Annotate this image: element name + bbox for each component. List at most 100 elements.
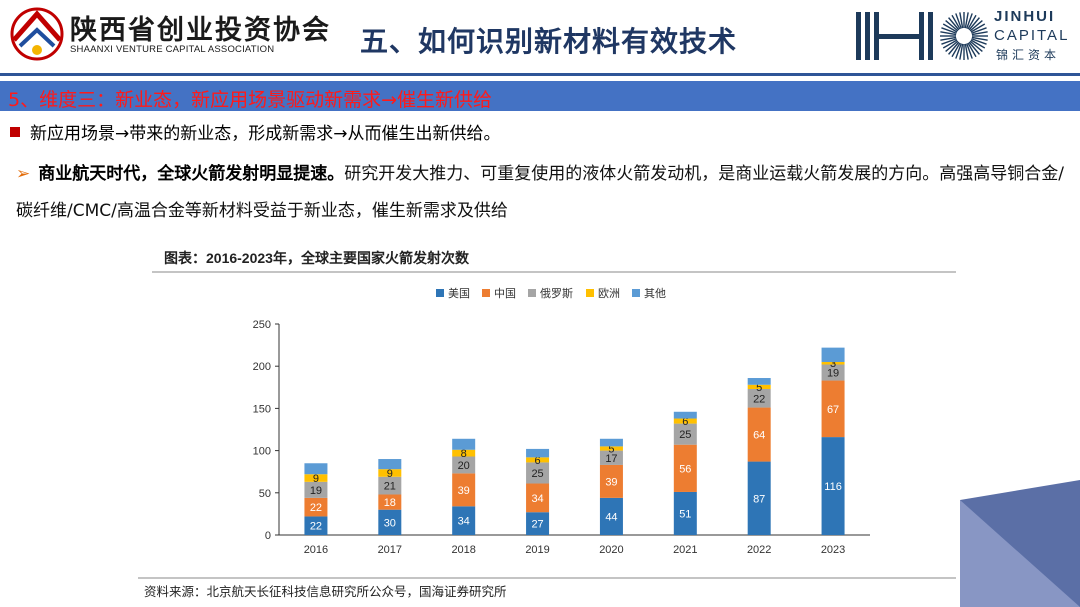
bar-segment (526, 512, 550, 535)
bar-segment (821, 380, 845, 438)
bar-segment (526, 457, 550, 463)
logo-ray (971, 31, 988, 36)
data-label: 44 (605, 511, 617, 523)
bar-segment (673, 418, 697, 424)
section-heading: 5、维度三：新业态，新应用场景驱动新需求→催生新供给 (8, 89, 493, 111)
bar-segment (452, 438, 476, 450)
data-label: 8 (461, 448, 467, 460)
bar-segment (599, 438, 623, 447)
data-label: 27 (531, 519, 543, 531)
data-label: 22 (753, 393, 765, 405)
legend-swatch (586, 289, 594, 297)
data-label: 6 (535, 455, 541, 467)
data-label: 51 (679, 508, 691, 520)
section-heading-bar (0, 81, 1080, 111)
data-label: 22 (310, 521, 322, 533)
logo-ray (941, 27, 957, 34)
header: 陕西省创业投资协会 SHAANXI VENTURE CAPITAL ASSOCI… (0, 0, 1080, 78)
bar-segment (452, 449, 476, 457)
x-tick-label: 2018 (451, 544, 475, 556)
data-label: 17 (605, 453, 617, 465)
logo-ray (964, 12, 969, 29)
association-logo (10, 7, 64, 61)
data-label: 30 (384, 517, 396, 529)
bar-segment (599, 450, 623, 465)
logo-ray (948, 17, 960, 31)
chart-legend: 美国 中国 俄罗斯 欧洲 其他 (436, 287, 666, 300)
logo-ray (969, 20, 983, 32)
logo-ray (964, 43, 969, 60)
bar-segment (821, 437, 845, 535)
legend-label: 俄罗斯 (540, 287, 573, 300)
data-label: 20 (458, 460, 470, 472)
data-label: 34 (531, 493, 543, 505)
bar-segment (747, 388, 771, 408)
logo-ray (970, 23, 986, 33)
logo-ray (948, 41, 960, 55)
chart-bars: 2222199301821934392082734256443917551562… (304, 347, 845, 535)
org-name-cn: 陕西省创业投资协会 (70, 15, 331, 46)
brand-name-line2: CAPITAL (994, 27, 1070, 44)
data-label: 67 (827, 404, 839, 416)
y-tick-label: 250 (253, 319, 271, 331)
legend-swatch (482, 289, 490, 297)
square-bullet-icon (10, 127, 20, 137)
paragraph-body: 研究开发大推力、可重复使用的液体火箭发动机，是商业运载火箭发展的方向。高强高导铜… (16, 164, 1064, 221)
bar-segment (747, 378, 771, 385)
bar-segment (526, 483, 550, 513)
legend-label: 欧洲 (598, 287, 620, 300)
legend-swatch (632, 289, 640, 297)
logo-ray (968, 17, 980, 31)
data-label: 5 (608, 443, 614, 455)
key-point-text: 新应用场景→带来的新业态，形成新需求→从而催生出新供给。 (30, 124, 501, 144)
logo-ray (967, 14, 977, 30)
x-tick-label: 2017 (378, 544, 402, 556)
bar-segment (747, 384, 771, 389)
legend-label: 其他 (644, 287, 666, 300)
bar-segment (452, 473, 476, 507)
paragraph: ➢ 商业航天时代，全球火箭发射明显提速。研究开发大推力、可重复使用的液体火箭发动机… (16, 156, 1066, 230)
slide-title: 五、如何识别新材料有效技术 (360, 25, 738, 58)
logo-ray (967, 42, 977, 58)
corner-decoration (960, 480, 1080, 607)
logo-ray (951, 42, 961, 58)
data-label: 9 (313, 473, 319, 485)
data-label: 25 (531, 468, 543, 480)
logo-ray (955, 13, 962, 29)
bar-segment (673, 491, 697, 535)
key-point: 新应用场景→带来的新业态，形成新需求→从而催生出新供给。 (10, 119, 501, 144)
bar-segment (378, 509, 402, 535)
data-label: 39 (458, 485, 470, 497)
x-tick-label: 2023 (821, 544, 845, 556)
logo-ray (951, 14, 961, 30)
logo-ray (971, 38, 987, 45)
jinhui-logo-mark (856, 12, 988, 60)
org-name-en: SHAANXI VENTURE CAPITAL ASSOCIATION (70, 44, 275, 55)
data-label: 56 (679, 463, 691, 475)
y-tick-label: 200 (253, 361, 271, 373)
x-tick-label: 2020 (599, 544, 623, 556)
bar-segment (378, 459, 402, 470)
logo-ray (968, 41, 980, 55)
legend-swatch (436, 289, 444, 297)
bar-segment (378, 469, 402, 477)
y-tick-label: 150 (253, 403, 271, 415)
bar-segment (526, 448, 550, 458)
data-label: 5 (756, 382, 762, 394)
logo-ray (942, 23, 958, 33)
data-label: 3 (830, 358, 836, 370)
data-label: 6 (682, 416, 688, 428)
x-tick-label: 2022 (747, 544, 771, 556)
bar-segment (452, 506, 476, 535)
bar-segment (673, 411, 697, 419)
logo-ray (970, 39, 986, 49)
y-tick-label: 0 (265, 530, 271, 542)
logo-ray (959, 12, 964, 29)
legend-label: 美国 (448, 287, 470, 300)
data-label: 9 (387, 468, 393, 480)
logo-ray (940, 31, 957, 36)
bar-segment (304, 481, 328, 498)
logo-ray (971, 27, 987, 34)
bar-segment (599, 497, 623, 535)
logo-ray (966, 43, 973, 59)
